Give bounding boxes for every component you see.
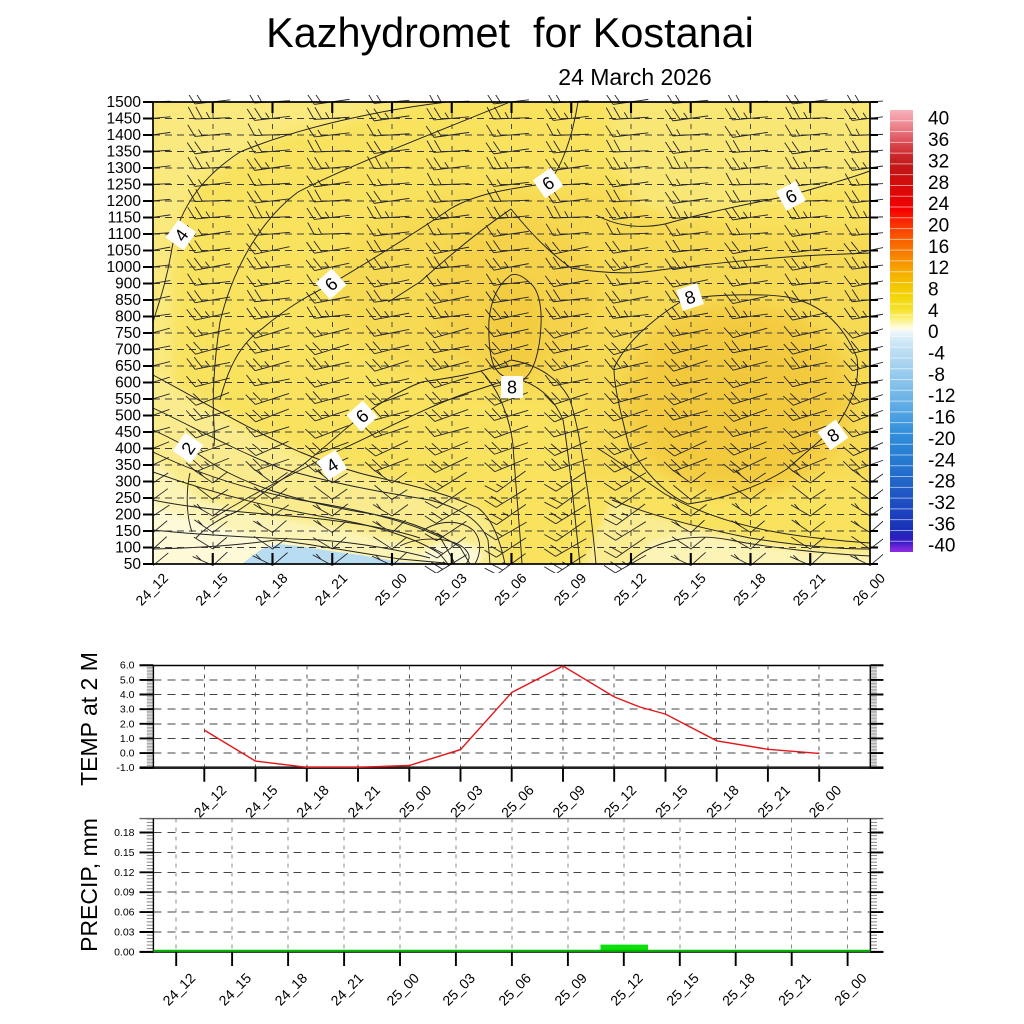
svg-text:650: 650 xyxy=(115,358,141,375)
svg-text:1300: 1300 xyxy=(107,160,142,177)
svg-text:5.0: 5.0 xyxy=(120,674,135,686)
svg-text:40: 40 xyxy=(928,109,949,130)
svg-text:1500: 1500 xyxy=(107,94,142,111)
svg-text:1350: 1350 xyxy=(107,144,142,161)
svg-text:200: 200 xyxy=(115,507,141,524)
svg-text:24: 24 xyxy=(928,194,950,215)
svg-text:28: 28 xyxy=(928,173,949,194)
svg-text:32: 32 xyxy=(928,151,949,172)
svg-text:-20: -20 xyxy=(928,429,955,450)
svg-text:36: 36 xyxy=(928,130,949,151)
svg-text:900: 900 xyxy=(115,276,141,293)
svg-text:1.0: 1.0 xyxy=(120,733,135,745)
svg-text:-16: -16 xyxy=(928,408,955,429)
svg-text:-28: -28 xyxy=(928,472,955,493)
svg-text:0.15: 0.15 xyxy=(114,847,135,859)
svg-text:100: 100 xyxy=(115,540,141,557)
svg-text:1000: 1000 xyxy=(107,259,142,276)
svg-text:1450: 1450 xyxy=(107,111,142,128)
svg-text:8: 8 xyxy=(928,280,939,301)
svg-text:-24: -24 xyxy=(928,450,956,471)
svg-text:16: 16 xyxy=(928,237,949,258)
svg-text:8: 8 xyxy=(507,378,517,398)
svg-text:0.03: 0.03 xyxy=(114,927,135,939)
svg-text:-12: -12 xyxy=(928,386,955,407)
svg-text:4.0: 4.0 xyxy=(120,689,135,701)
svg-text:TEMP at 2 M: TEMP at 2 M xyxy=(76,652,102,786)
svg-text:0.18: 0.18 xyxy=(114,827,135,839)
svg-text:0.09: 0.09 xyxy=(114,887,135,899)
svg-text:0: 0 xyxy=(928,322,939,343)
svg-text:0.06: 0.06 xyxy=(114,907,135,919)
svg-text:450: 450 xyxy=(115,424,141,441)
svg-text:1400: 1400 xyxy=(107,127,142,144)
svg-text:800: 800 xyxy=(115,309,141,326)
svg-text:0.0: 0.0 xyxy=(120,748,135,760)
svg-text:300: 300 xyxy=(115,474,141,491)
svg-text:12: 12 xyxy=(928,258,949,279)
svg-text:2.0: 2.0 xyxy=(120,718,135,730)
svg-text:-40: -40 xyxy=(928,536,955,557)
svg-text:1100: 1100 xyxy=(108,226,142,243)
svg-text:-8: -8 xyxy=(928,365,945,386)
svg-text:0.00: 0.00 xyxy=(114,946,135,958)
svg-text:20: 20 xyxy=(928,215,949,236)
svg-text:-36: -36 xyxy=(928,514,955,535)
svg-text:0.12: 0.12 xyxy=(114,867,135,879)
svg-text:250: 250 xyxy=(115,490,141,507)
svg-text:1150: 1150 xyxy=(108,210,142,227)
svg-text:150: 150 xyxy=(115,523,141,540)
svg-text:700: 700 xyxy=(115,342,141,359)
svg-text:50: 50 xyxy=(124,556,142,573)
svg-text:6.0: 6.0 xyxy=(120,660,135,672)
svg-text:-32: -32 xyxy=(928,493,955,514)
svg-text:750: 750 xyxy=(115,325,141,342)
svg-text:1200: 1200 xyxy=(107,193,142,210)
svg-text:850: 850 xyxy=(115,292,141,309)
svg-text:600: 600 xyxy=(115,375,141,392)
svg-text:Kazhydromet for Kostanai: Kazhydromet for Kostanai xyxy=(266,10,754,56)
svg-text:4: 4 xyxy=(928,301,939,322)
svg-text:PRECIP, mm: PRECIP, mm xyxy=(76,818,102,952)
svg-text:400: 400 xyxy=(115,441,141,458)
svg-text:24 March 2026: 24 March 2026 xyxy=(558,64,711,90)
svg-text:-4: -4 xyxy=(928,344,945,365)
svg-text:550: 550 xyxy=(115,391,141,408)
svg-text:1250: 1250 xyxy=(107,177,142,194)
svg-text:3.0: 3.0 xyxy=(120,704,135,716)
svg-text:500: 500 xyxy=(115,408,141,425)
svg-text:1050: 1050 xyxy=(107,243,142,260)
svg-text:350: 350 xyxy=(115,457,141,474)
svg-text:-1.0: -1.0 xyxy=(116,762,134,774)
